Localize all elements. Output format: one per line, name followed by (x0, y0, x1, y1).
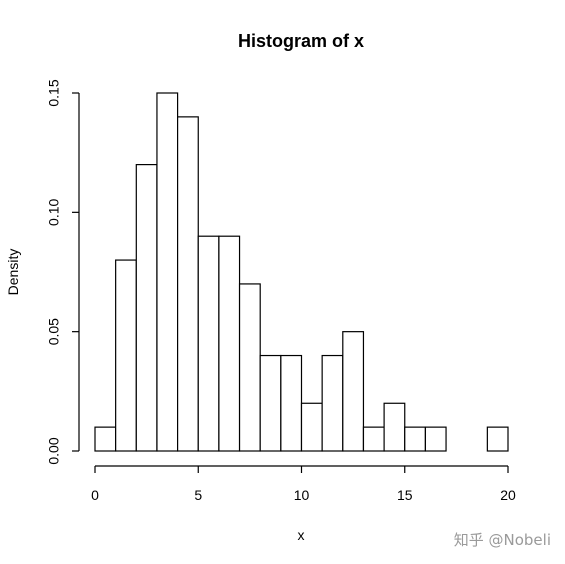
histogram-bar-8 (259, 354, 282, 452)
histogram-bar-10 (300, 402, 323, 452)
x-tick-label: 15 (397, 487, 413, 503)
histogram-bar-7 (238, 283, 261, 452)
histogram-bar-16 (424, 426, 447, 452)
histogram-bar-11 (321, 354, 344, 452)
x-tick-label: 20 (500, 487, 516, 503)
x-axis: 0 5 10 15 20 (91, 465, 516, 503)
histogram-bar-9 (280, 354, 303, 452)
y-tick-label: 0.10 (46, 198, 62, 225)
histogram-bar-4 (177, 116, 199, 452)
histogram-bar-6 (218, 235, 241, 452)
y-tick-label: 0.15 (46, 79, 62, 106)
watermark-text: 知乎 @Nobeli (454, 531, 551, 549)
y-axis-label: Density (5, 249, 21, 296)
chart-title: Histogram of x (238, 31, 364, 51)
histogram-bar-12 (342, 331, 365, 452)
histogram-bar-5 (197, 235, 220, 452)
y-tick-label: 0.00 (46, 437, 62, 464)
bars-group (94, 92, 509, 452)
watermark-group: 知乎 @Nobeli (454, 531, 551, 549)
y-tick-label: 0.05 (46, 318, 62, 345)
y-axis: 0.00 0.05 0.10 0.15 (46, 79, 80, 465)
histogram-bar-1 (115, 259, 137, 452)
histogram-bar-3 (156, 92, 179, 452)
histogram-bar-13 (362, 426, 385, 452)
histogram-bar-2 (135, 164, 158, 452)
x-tick-label: 0 (91, 487, 99, 503)
histogram-bar-14 (383, 402, 406, 452)
x-axis-label: x (298, 527, 305, 543)
histogram-bar-15 (404, 426, 426, 452)
x-tick-label: 5 (194, 487, 202, 503)
x-tick-label: 10 (294, 487, 310, 503)
histogram-bar-0 (94, 426, 117, 452)
histogram-bar-19 (486, 426, 509, 452)
